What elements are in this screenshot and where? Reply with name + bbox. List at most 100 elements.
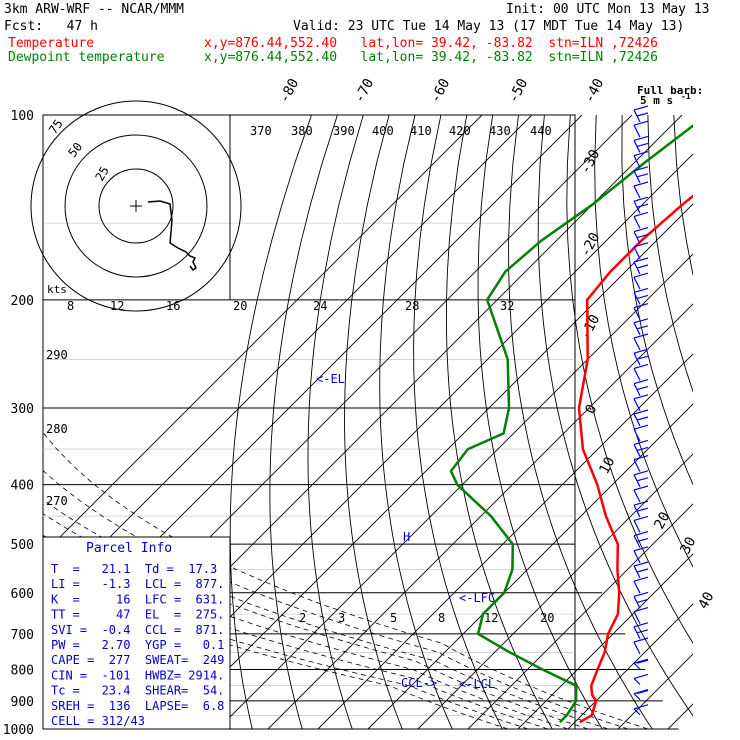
theta-label: 400 xyxy=(372,124,394,138)
left-theta-label: 280 xyxy=(46,422,68,436)
wind-barb-flag xyxy=(633,689,649,695)
dry-adiabat-350 xyxy=(621,115,693,486)
wind-barb-half xyxy=(636,629,649,634)
parcel-info-box: Parcel Info T = 21.1 Td = 17.3LI = -1.3 … xyxy=(42,536,231,730)
el-annotation: <-EL xyxy=(316,372,345,386)
dry-adiabat-360 xyxy=(647,115,693,393)
wind-barb-half xyxy=(636,568,649,573)
wind-barb-half xyxy=(636,538,649,543)
wind-barb-flag xyxy=(633,211,649,217)
hodo-ring xyxy=(64,134,208,278)
isotherm--10 xyxy=(417,453,693,729)
wind-barb-staff xyxy=(633,155,641,168)
wind-barb-flag xyxy=(633,546,649,552)
isotherm-50 xyxy=(718,115,740,729)
lcl-annotation: <-LCL xyxy=(459,677,495,691)
wind-barb-flag xyxy=(633,424,649,430)
wind-barb-flag xyxy=(633,257,649,263)
skewt-grid xyxy=(42,114,740,730)
wind-barb-flag xyxy=(633,166,649,172)
wind-barb-flag xyxy=(633,272,649,278)
hodo-ring-label: 50 xyxy=(65,140,85,160)
pressure-label-1000: 1000 xyxy=(3,723,34,738)
dry-adiabat-330 xyxy=(566,115,693,645)
wind-barb-flag xyxy=(633,394,649,400)
wind-barb-flag xyxy=(633,363,649,369)
hodo-ring xyxy=(98,168,174,244)
wind-barb-staff xyxy=(633,398,641,412)
wind-barb-half xyxy=(636,234,649,239)
dry-adiabat-380 xyxy=(700,115,740,729)
parcel-info-line: T = 21.1 Td = 17.3 xyxy=(51,562,217,576)
lfc-annotation: <-LFC xyxy=(459,591,495,605)
mixing-ratio-label: 28 xyxy=(405,299,419,313)
wind-barb-staff xyxy=(633,708,641,716)
moist-adiabat-36 xyxy=(43,431,649,729)
parcel-info-line: SREH = 136 LAPSE= 6.8 xyxy=(51,699,224,713)
wind-barb-staff xyxy=(633,550,641,564)
wind-barb-flag xyxy=(633,120,649,126)
wind-barb-flag xyxy=(633,242,649,248)
dry-adiabat-310 xyxy=(508,115,653,729)
hodograph: 75 50 25 kts xyxy=(30,100,242,312)
pressure-label-500: 500 xyxy=(11,538,34,553)
wind-barb-staff xyxy=(633,459,641,472)
wind-barb-flag xyxy=(633,318,649,324)
wind-barb-half xyxy=(636,477,649,482)
wind-barbs: Full barb:5 m s -1 xyxy=(633,84,703,716)
theta-label: 430 xyxy=(489,124,511,138)
dry-adiabat-280 xyxy=(413,115,503,729)
hodo-ring xyxy=(30,100,242,312)
wind-barb-staff xyxy=(633,185,641,199)
isotherm-20 xyxy=(567,603,693,729)
dry-adiabat-370 xyxy=(673,115,693,277)
wind-barb-flag xyxy=(633,333,649,339)
dry-adiabat-260 xyxy=(344,115,403,729)
pressure-label-100: 100 xyxy=(11,109,34,124)
wind-barb-half xyxy=(636,294,649,299)
wind-barb-staff xyxy=(633,662,641,670)
isotherm--30 xyxy=(317,353,693,729)
temperature-legend: Temperature xyxy=(8,36,95,51)
side-temp-label: -30 xyxy=(577,147,603,177)
valid-time: Valid: 23 UTC Tue 14 May 13 (17 MDT Tue … xyxy=(293,19,685,34)
wind-barb-staff xyxy=(633,677,641,685)
isotherm--110 xyxy=(43,115,533,605)
dry-adiabat-230 xyxy=(229,115,312,729)
pressure-label-400: 400 xyxy=(11,479,34,494)
annotations: <-EL <-LFC <-LCL CCL-> H xyxy=(316,372,495,691)
init-time: Init: 00 UTC Mon 13 May 13 xyxy=(506,2,710,17)
pressure-label-200: 200 xyxy=(11,294,34,309)
top-temp-label: -40 xyxy=(581,76,607,106)
dry-adiabat-250 xyxy=(307,115,364,729)
wind-barb-flag xyxy=(633,591,649,597)
wind-barb-half xyxy=(636,325,649,330)
lower-mixing-label: 5 xyxy=(390,611,397,625)
wind-barb-half xyxy=(636,598,649,603)
wind-barb-staff xyxy=(633,246,641,260)
top-temp-label: -60 xyxy=(427,76,453,106)
wind-barb-half xyxy=(636,264,649,269)
moist-adiabat-28 xyxy=(43,499,609,729)
wind-barb-flag xyxy=(633,227,649,233)
temperature-trace xyxy=(577,194,693,724)
wind-barb-half xyxy=(636,355,649,360)
wind-barb-half xyxy=(636,507,649,512)
dewpoint-location: x,y=876.44,552.40 lat,lon= 39.42, -83.82… xyxy=(204,50,658,65)
lower-mixing-label: 3 xyxy=(338,611,345,625)
hodo-ring-label: 75 xyxy=(46,117,66,137)
dry-adiabat-270 xyxy=(379,115,453,729)
pressure-label-300: 300 xyxy=(11,402,34,417)
pressure-label-600: 600 xyxy=(11,587,34,602)
isotherm--50 xyxy=(217,253,693,729)
moist-adiabat-8 xyxy=(43,579,509,729)
wind-barb-flag xyxy=(633,485,649,491)
left-theta-label: 290 xyxy=(46,348,68,362)
temperature-location: x,y=876.44,552.40 lat,lon= 39.42, -83.82… xyxy=(204,36,658,51)
wind-barb-half xyxy=(636,659,649,664)
wind-barb-flag xyxy=(633,287,649,293)
wind-barb-flag xyxy=(633,531,649,537)
wind-barb-staff xyxy=(633,489,641,503)
hodo-units-label: kts xyxy=(47,283,67,296)
wind-barb-staff xyxy=(633,216,641,229)
